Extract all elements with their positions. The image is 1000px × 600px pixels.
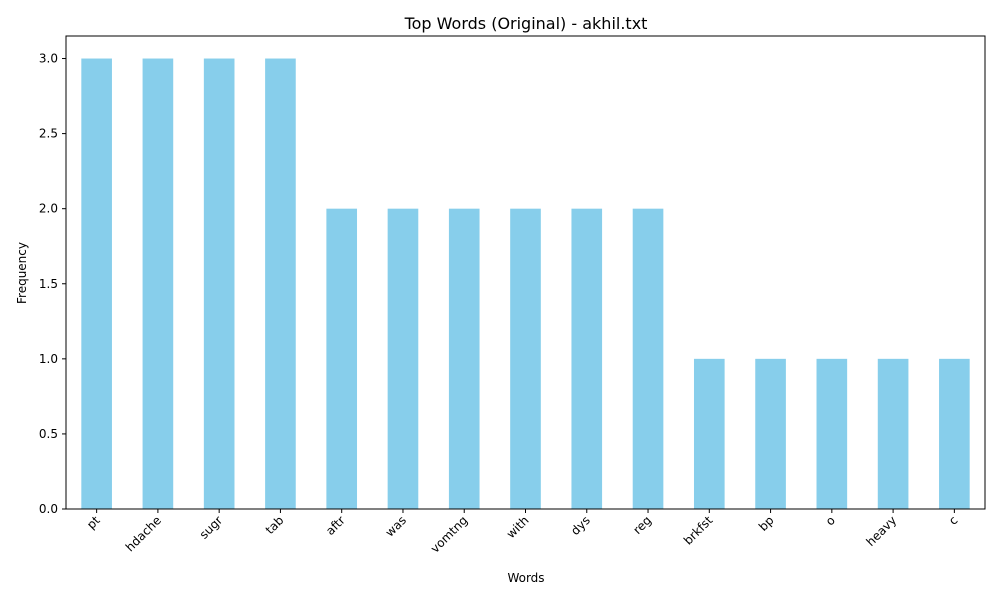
bar-sugr — [203, 58, 235, 510]
x-tick-label: o — [823, 513, 838, 528]
x-tick-label: tab — [263, 513, 287, 537]
x-tick-label: reg — [630, 513, 654, 537]
y-tick-label: 3.0 — [39, 52, 58, 66]
bar-c — [939, 358, 970, 509]
x-axis: pt hdache sugr tab aftr was vomtng with dys reg br… — [84, 509, 960, 556]
bar-aftr — [326, 208, 358, 509]
bar-heavy — [877, 358, 909, 509]
y-axis: 0.0 0.5 1.0 1.5 2.0 2.5 3.0 — [39, 52, 66, 516]
bar-dys — [571, 208, 603, 509]
plot-frame — [65, 35, 986, 510]
x-axis-label: Words — [507, 571, 544, 585]
x-tick-label: heavy — [863, 513, 899, 549]
bar-brkfst — [693, 358, 725, 509]
x-tick-label: vomtng — [428, 513, 470, 555]
y-tick-label: 0.5 — [39, 427, 58, 441]
x-tick-label: pt — [84, 513, 103, 532]
bar-was — [387, 208, 419, 509]
x-tick-label: brkfst — [681, 513, 716, 548]
chart-title: Top Words (Original) - akhil.txt — [404, 14, 648, 33]
x-tick-label: dys — [568, 513, 593, 538]
bar-o — [816, 358, 848, 509]
x-tick-label: c — [946, 513, 961, 528]
x-tick-label: hdache — [123, 513, 164, 554]
bar-reg — [632, 208, 664, 509]
y-tick-label: 2.5 — [39, 127, 58, 141]
bar-with — [510, 208, 541, 509]
x-tick-label: aftr — [323, 513, 348, 538]
bar-bp — [755, 358, 786, 509]
bar-tab — [265, 58, 296, 510]
y-tick-label: 1.0 — [39, 352, 58, 366]
x-tick-label: with — [504, 513, 532, 541]
bar-hdache — [142, 58, 174, 510]
bar-pt — [81, 58, 112, 510]
y-tick-label: 0.0 — [39, 502, 58, 516]
bar-vomtng — [448, 208, 480, 509]
y-tick-label: 1.5 — [39, 277, 58, 291]
x-tick-label: was — [383, 513, 409, 539]
y-axis-label: Frequency — [15, 242, 29, 304]
bars-group — [81, 58, 970, 510]
x-tick-label: bp — [756, 513, 777, 534]
x-tick-label: sugr — [197, 513, 226, 542]
y-tick-label: 2.0 — [39, 202, 58, 216]
